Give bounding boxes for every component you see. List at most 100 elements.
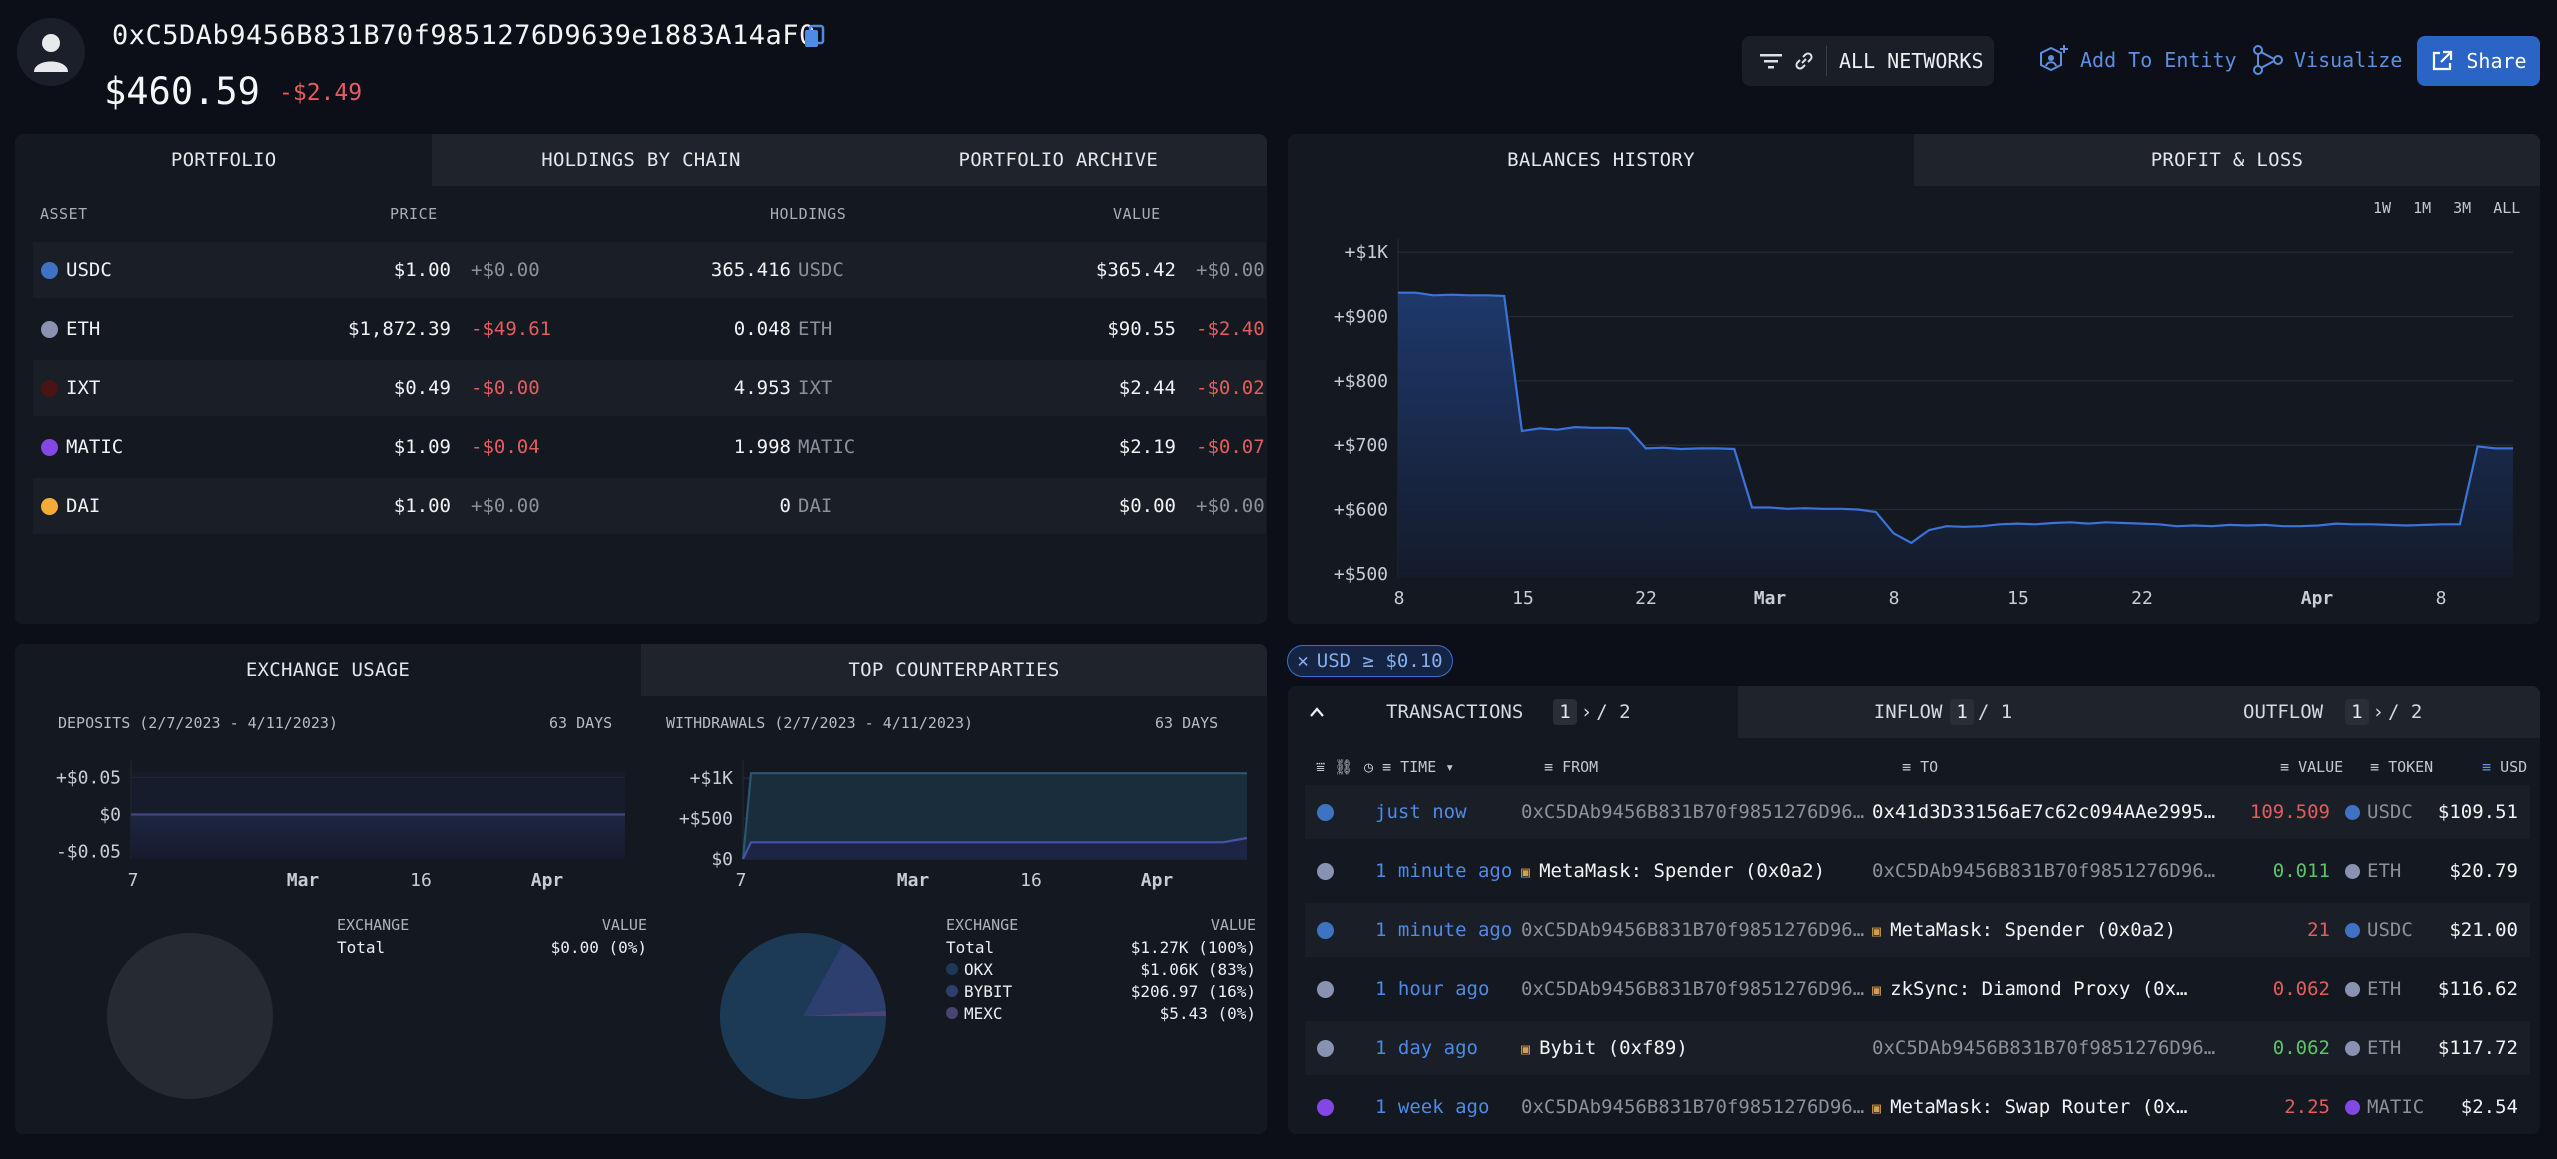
- inflow-pages-total: / 1: [1977, 701, 2013, 723]
- series-line: [741, 772, 1247, 860]
- matic-coin-icon: [41, 438, 58, 456]
- tx-time[interactable]: 1 minute ago: [1375, 919, 1513, 941]
- tx-from[interactable]: 0xC5DAb9456B831B70f9851276D96…: [1521, 1096, 1866, 1118]
- outflow-page[interactable]: 1: [2345, 699, 2369, 725]
- portfolio-row[interactable]: USDC $1.00 +$0.00 365.416 USDC $365.42 +$0.00: [33, 242, 1266, 298]
- visualize-button[interactable]: Visualize: [2252, 44, 2402, 76]
- tx-time[interactable]: 1 minute ago: [1375, 860, 1513, 882]
- tx-from[interactable]: ▣ MetaMask: Spender (0x0a2): [1521, 860, 1866, 882]
- asset-name: IXT: [66, 377, 101, 399]
- withdrawals-chart: $0 +$500 +$1K 7 Mar 16 Apr: [679, 760, 1248, 1099]
- tx-to-label: 0xC5DAb9456B831B70f9851276D96…: [1872, 1037, 2216, 1059]
- link-icon[interactable]: [1794, 51, 1814, 71]
- token-column-header[interactable]: ≡ TOKEN: [2370, 758, 2434, 776]
- tx-token: ETH: [2367, 860, 2402, 882]
- to-column-header[interactable]: ≡ TO: [1902, 758, 1939, 776]
- value-column-header[interactable]: ≡ VALUE: [2280, 758, 2344, 776]
- holdings-unit: MATIC: [798, 436, 856, 458]
- usd-filter-chip[interactable]: ✕ USD ≥ $0.10: [1287, 645, 1453, 677]
- row-filter-icon[interactable]: ⩸ ⛓: [1316, 758, 1354, 776]
- transactions-page[interactable]: 1: [1553, 699, 1577, 725]
- y-tick-label: +$1K: [1345, 242, 1389, 263]
- x-tick-label: 22: [2131, 588, 2153, 609]
- close-icon[interactable]: ✕: [1297, 650, 1309, 672]
- range-1w[interactable]: 1W: [2373, 199, 2392, 217]
- dai-coin-icon: [41, 497, 58, 515]
- transaction-row[interactable]: 1 week ago 0xC5DAb9456B831B70f9851276D96……: [1305, 1080, 2530, 1134]
- portfolio-row[interactable]: IXT $0.49 -$0.00 4.953 IXT $2.44 -$0.02: [33, 360, 1266, 416]
- inflow-page[interactable]: 1: [1950, 699, 1974, 725]
- usd-column-header[interactable]: ≡ USD: [2482, 758, 2528, 776]
- tx-to[interactable]: 0xC5DAb9456B831B70f9851276D96…: [1872, 860, 2217, 882]
- copy-icon[interactable]: [803, 24, 825, 50]
- range-3m[interactable]: 3M: [2453, 199, 2472, 217]
- transaction-row[interactable]: 1 day ago ▣ Bybit (0xf89) 0xC5DAb9456B831B…: [1305, 1021, 2530, 1075]
- tx-token: ETH: [2367, 978, 2402, 1000]
- tx-to[interactable]: ▣ zkSync: Diamond Proxy (0x…: [1872, 978, 2217, 1000]
- transaction-row[interactable]: 1 hour ago 0xC5DAb9456B831B70f9851276D96……: [1305, 962, 2530, 1016]
- x-tick-label: Mar: [287, 870, 320, 891]
- tx-from[interactable]: 0xC5DAb9456B831B70f9851276D96…: [1521, 801, 1866, 823]
- add-to-entity-button[interactable]: Add To Entity: [2038, 44, 2237, 76]
- transaction-row[interactable]: just now 0xC5DAb9456B831B70f9851276D96… 0x…: [1305, 785, 2530, 839]
- tx-from[interactable]: 0xC5DAb9456B831B70f9851276D96…: [1521, 919, 1866, 941]
- network-filter[interactable]: ALL NETWORKS: [1742, 36, 1994, 86]
- portfolio-row[interactable]: MATIC $1.09 -$0.04 1.998 MATIC $2.19 -$0.07: [33, 419, 1266, 475]
- tx-token: ETH: [2367, 1037, 2402, 1059]
- chevron-right-icon[interactable]: ›: [1580, 701, 1593, 723]
- tx-time[interactable]: 1 day ago: [1375, 1037, 1478, 1059]
- tx-to[interactable]: ▣ MetaMask: Swap Router (0x…: [1872, 1096, 2217, 1118]
- pie-slice-okx: [720, 933, 886, 1099]
- tab-outflow[interactable]: OUTFLOW: [2243, 701, 2324, 723]
- tab-balances-history[interactable]: BALANCES HISTORY: [1288, 134, 1914, 186]
- chain-icon: [1317, 1098, 1334, 1116]
- chevron-right-icon[interactable]: ›: [2372, 701, 2384, 723]
- tx-to[interactable]: ▣ MetaMask: Spender (0x0a2): [1872, 919, 2217, 941]
- tab-portfolio-archive[interactable]: PORTFOLIO ARCHIVE: [849, 134, 1267, 186]
- asset-value: $365.42: [1095, 259, 1176, 281]
- asset-price: $1.00: [393, 495, 451, 517]
- tab-transactions[interactable]: TRANSACTIONS: [1386, 701, 1524, 723]
- tx-usd: $117.72: [2437, 1037, 2518, 1059]
- x-tick-label: 8: [2436, 588, 2447, 609]
- portfolio-row[interactable]: ETH $1,872.39 -$49.61 0.048 ETH $90.55 -$2.40: [33, 301, 1266, 357]
- x-tick-label: Apr: [2301, 588, 2334, 609]
- tab-holdings-by-chain[interactable]: HOLDINGS BY CHAIN: [432, 134, 850, 186]
- range-1m[interactable]: 1M: [2413, 199, 2432, 217]
- tx-to[interactable]: 0x41d3D33156aE7c62c094AAe2995…: [1872, 801, 2217, 823]
- tx-value: 109.509: [2249, 801, 2330, 823]
- tab-top-counterparties[interactable]: TOP COUNTERPARTIES: [641, 644, 1267, 696]
- x-tick-label: 7: [736, 870, 747, 891]
- chevron-up-icon[interactable]: [1308, 706, 1326, 718]
- share-button[interactable]: Share: [2417, 36, 2540, 86]
- portfolio-row[interactable]: DAI $1.00 +$0.00 0 DAI $0.00 +$0.00: [33, 478, 1266, 534]
- x-tick-label: 8: [1394, 588, 1405, 609]
- tx-time[interactable]: 1 hour ago: [1375, 978, 1490, 1000]
- tab-inflow[interactable]: INFLOW: [1873, 701, 1943, 723]
- tx-time[interactable]: 1 week ago: [1375, 1096, 1490, 1118]
- transaction-row[interactable]: 1 minute ago 0xC5DAb9456B831B70f9851276D9…: [1305, 903, 2530, 957]
- x-tick-label: 7: [128, 870, 139, 891]
- tx-from[interactable]: ▣ Bybit (0xf89): [1521, 1037, 1866, 1059]
- legend-swatch: [946, 963, 958, 975]
- chain-icon: [1317, 921, 1334, 939]
- time-column-header[interactable]: ◷ ≡ TIME ▾: [1364, 758, 1455, 776]
- share-icon: [2433, 50, 2453, 71]
- tx-value: 21: [2307, 919, 2330, 941]
- transaction-row[interactable]: 1 minute ago ▣ MetaMask: Spender (0x0a2) 0…: [1305, 844, 2530, 898]
- tab-exchange-usage[interactable]: EXCHANGE USAGE: [15, 644, 641, 696]
- range-all[interactable]: ALL: [2493, 199, 2521, 217]
- from-column-header[interactable]: ≡ FROM: [1544, 758, 1599, 776]
- tab-portfolio[interactable]: PORTFOLIO: [15, 134, 433, 186]
- network-label[interactable]: ALL NETWORKS: [1839, 49, 1984, 73]
- outflow-pages-total: / 2: [2387, 701, 2423, 723]
- tab-profit-loss[interactable]: PROFIT & LOSS: [1914, 134, 2540, 186]
- tx-usd: $21.00: [2449, 919, 2518, 941]
- legend-swatch: [946, 985, 958, 997]
- tx-time[interactable]: just now: [1375, 801, 1467, 823]
- filter-icon[interactable]: [1760, 53, 1782, 69]
- tx-from[interactable]: 0xC5DAb9456B831B70f9851276D96…: [1521, 978, 1866, 1000]
- tx-value: 0.011: [2272, 860, 2330, 882]
- tx-to[interactable]: 0xC5DAb9456B831B70f9851276D96…: [1872, 1037, 2217, 1059]
- token-icon: [2345, 804, 2360, 820]
